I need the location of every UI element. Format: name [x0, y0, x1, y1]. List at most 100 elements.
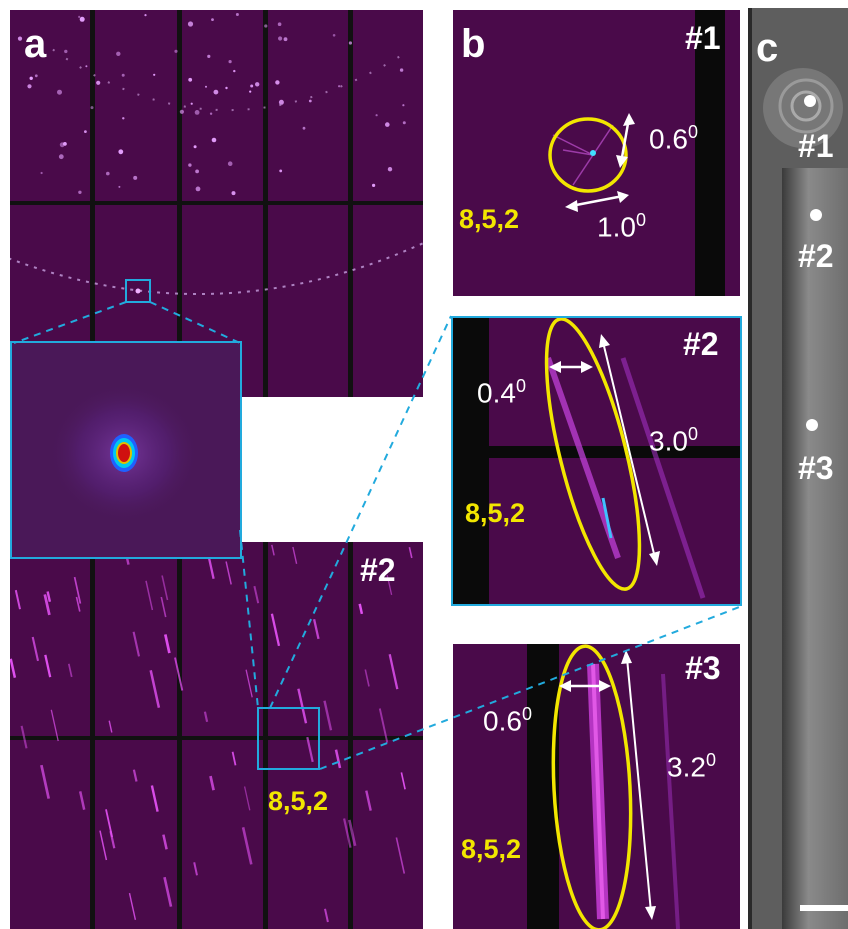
reflection-streak	[14, 589, 21, 610]
diffraction-spot	[118, 149, 124, 155]
diffraction-spot	[402, 121, 406, 125]
spot-2-id: #2	[683, 326, 719, 362]
diffraction-spot	[385, 122, 390, 127]
diffraction-spot	[78, 190, 82, 194]
reflection-streak	[31, 636, 40, 662]
panel-c-micrograph: c #1 #2 #3	[748, 8, 848, 929]
diffraction-spot	[387, 167, 393, 172]
diffraction-spot	[338, 85, 341, 88]
diffraction-spot	[58, 154, 64, 160]
reflection-streak	[132, 631, 141, 657]
diffraction-spot	[190, 102, 193, 105]
diffraction-spot	[84, 130, 87, 133]
reflection-streak	[149, 670, 161, 708]
reflection-streak	[67, 663, 73, 678]
reflection-streak	[231, 751, 237, 766]
panel-b-spot-3: #3 0.60 3.20 8,5,2	[453, 644, 740, 929]
spot-1-id: #1	[685, 20, 721, 56]
spot-2-image	[453, 318, 740, 604]
reflection-streak	[160, 596, 167, 618]
diffraction-spot	[187, 21, 194, 27]
diffraction-spot	[85, 65, 88, 68]
diffraction-spot	[194, 110, 200, 115]
panel-a-zoom-inset	[10, 341, 242, 559]
panel-a-hkl-label: 8,5,2	[268, 786, 329, 816]
diffraction-spot	[209, 112, 213, 115]
diffraction-spot	[193, 145, 197, 149]
reflection-streak	[193, 862, 198, 876]
reflection-streak	[243, 786, 251, 811]
reflection-streak	[209, 775, 215, 791]
panel-a-label: a	[24, 22, 47, 66]
diffraction-spot	[195, 186, 201, 192]
reflection-streak	[324, 908, 329, 923]
diffraction-spot	[399, 68, 404, 72]
diffraction-spot	[116, 51, 121, 56]
spot-2-hkl: 8,5,2	[465, 498, 526, 528]
reflection-streak	[105, 809, 113, 838]
diffraction-spot	[179, 109, 184, 114]
diffraction-spot	[211, 137, 217, 143]
spot-3-id: #3	[685, 650, 721, 686]
point-2-marker	[810, 209, 822, 221]
diffraction-spot	[174, 49, 178, 53]
diffraction-spot	[27, 84, 32, 89]
detector-frame-bottom	[10, 542, 423, 929]
reflection-streak	[40, 764, 51, 799]
reflection-streak	[163, 876, 173, 907]
reflection-streak	[347, 819, 357, 847]
diffraction-spot	[332, 34, 336, 37]
diffraction-spot	[375, 114, 378, 117]
diffraction-spot	[79, 16, 85, 22]
diffraction-spot	[64, 49, 68, 54]
micrograph-image	[748, 8, 848, 929]
diffraction-spot	[188, 77, 193, 82]
panel-b-spot-2: #2 0.40 3.00 8,5,2	[451, 316, 742, 606]
panel-a-sub-label: #2	[360, 552, 396, 588]
reflection-streak	[203, 711, 209, 723]
spot-1-ellipse	[548, 117, 628, 193]
diffraction-spot	[277, 22, 282, 26]
diffraction-spot	[90, 106, 94, 110]
reflection-streak	[99, 830, 108, 861]
panel-a-bottom-detector: #2 8,5,2	[10, 542, 423, 929]
reflection-streak	[46, 591, 52, 603]
diffraction-spot	[29, 76, 33, 81]
diffraction-spot	[118, 185, 121, 188]
reflection-streak	[108, 720, 113, 733]
diffraction-spot	[233, 69, 236, 73]
diffraction-spot	[283, 37, 288, 42]
reflection-streak	[400, 772, 406, 790]
diffraction-spots-top	[17, 13, 406, 196]
panel-b-spot-1: b #1 0.60 1.00 8,5,2	[453, 10, 740, 296]
panel-b-label: b	[461, 22, 486, 66]
diffraction-spot	[227, 161, 233, 166]
reflection-streak	[50, 709, 59, 742]
point-3-label: #3	[798, 450, 834, 486]
reflection-streak	[43, 594, 51, 616]
diffraction-spot	[249, 90, 252, 93]
reflection-streak	[10, 658, 17, 678]
point-3-marker	[806, 419, 818, 431]
diffraction-spot	[96, 80, 101, 85]
diffraction-spot	[133, 175, 138, 180]
diffraction-spot	[264, 24, 268, 28]
point-1-marker	[804, 95, 816, 107]
diffraction-spot	[211, 18, 214, 21]
reflection-streak	[20, 725, 28, 749]
diffraction-spot	[17, 36, 23, 41]
diffraction-spot	[278, 36, 283, 41]
diffraction-spot	[255, 82, 260, 87]
diffraction-spot	[213, 89, 219, 95]
powder-ring-arc	[10, 242, 423, 296]
diffraction-spot	[153, 73, 156, 76]
diffraction-spot	[278, 99, 284, 105]
panel-a-top-detector: a	[10, 10, 423, 397]
reflection-streak	[150, 785, 159, 812]
reflection-streak	[162, 834, 168, 850]
reflection-streak	[44, 654, 52, 678]
spot-1-hkl: 8,5,2	[459, 204, 520, 234]
diffraction-spot	[225, 86, 228, 90]
spot-1-length: 1.00	[597, 210, 646, 243]
diffraction-spot	[207, 54, 211, 59]
